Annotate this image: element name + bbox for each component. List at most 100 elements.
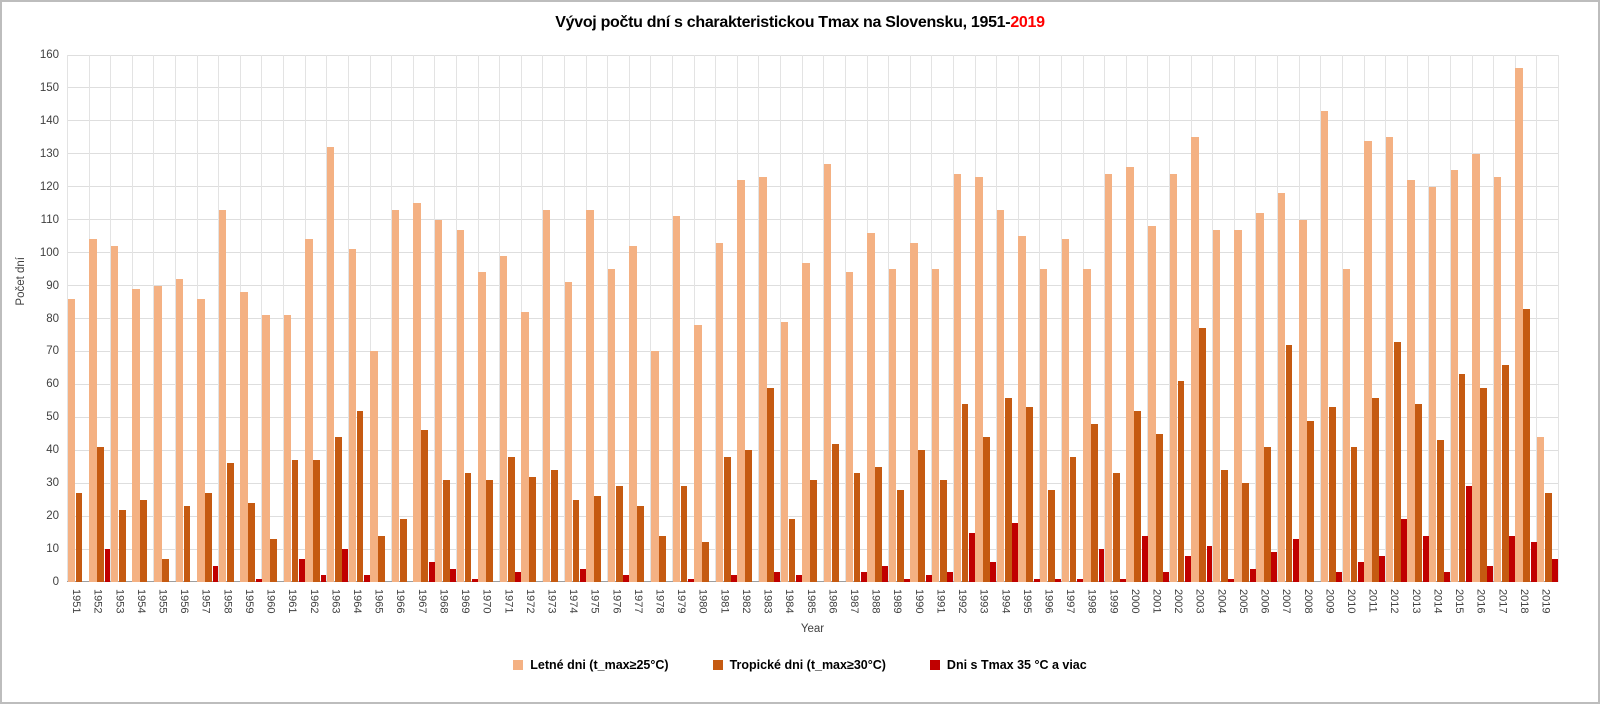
v-gridline-7 <box>218 55 220 582</box>
y-tick-label-80: 80 <box>46 312 59 325</box>
h-gridline-120 <box>67 186 1558 188</box>
v-gridline-31 <box>736 55 738 582</box>
bar-hot35-2005 <box>1249 568 1256 582</box>
bar-summer-2009 <box>1320 110 1329 582</box>
bar-hot35-2017 <box>1509 535 1515 582</box>
v-gridline-28 <box>672 55 674 582</box>
legend-swatch-tropical-icon <box>712 660 723 670</box>
h-gridline-60 <box>67 383 1558 385</box>
bar-tropical-1979 <box>680 486 688 582</box>
v-gridline-57 <box>1298 55 1300 582</box>
bar-summer-1961 <box>283 315 292 582</box>
bar-summer-1960 <box>262 315 270 582</box>
x-tick-label-1962: 1962 <box>307 589 320 614</box>
bar-summer-2017 <box>1493 176 1502 582</box>
bar-hot35-2010 <box>1357 562 1364 582</box>
bar-tropical-2019 <box>1544 493 1552 582</box>
bar-hot35-1999 <box>1120 578 1126 582</box>
y-tick-label-10: 10 <box>46 543 59 556</box>
x-tick-label-2000: 2000 <box>1128 589 1141 614</box>
chart-title: Vývoj počtu dní s charakteristickou Tmax… <box>2 14 1598 32</box>
bar-tropical-1963 <box>334 437 342 582</box>
bar-hot35-1967 <box>428 562 435 582</box>
v-gridline-6 <box>196 55 198 582</box>
bar-hot35-2003 <box>1206 545 1213 582</box>
bar-tropical-2009 <box>1328 407 1336 582</box>
bar-tropical-1989 <box>896 489 904 582</box>
x-tick-label-1997: 1997 <box>1064 589 1077 614</box>
x-tick-label-2019: 2019 <box>1539 589 1552 614</box>
v-gridline-61 <box>1385 55 1387 582</box>
bar-summer-1958 <box>218 209 227 582</box>
bar-summer-1980 <box>694 325 702 582</box>
bar-summer-1986 <box>823 163 832 582</box>
bar-tropical-1977 <box>637 506 645 582</box>
v-gridline-68 <box>1536 55 1538 582</box>
v-gridline-30 <box>715 55 717 582</box>
bar-tropical-1969 <box>464 473 472 582</box>
bar-hot35-1957 <box>212 565 219 582</box>
v-gridline-11 <box>304 55 306 582</box>
v-gridline-22 <box>542 55 544 582</box>
bar-tropical-2013 <box>1415 404 1423 582</box>
legend-label-tropical: Tropické dni (t_max≥30°C) <box>729 658 886 672</box>
x-tick-label-1998: 1998 <box>1085 589 1098 614</box>
bar-tropical-1952 <box>97 446 104 582</box>
bar-tropical-1974 <box>572 499 580 582</box>
y-tick-label-20: 20 <box>46 510 59 523</box>
v-gridline-51 <box>1169 55 1171 582</box>
bar-summer-1982 <box>737 180 745 582</box>
h-gridline-90 <box>67 285 1558 287</box>
v-gridline-44 <box>1017 55 1019 582</box>
bar-tropical-1976 <box>615 486 623 582</box>
y-axis-tick-labels: 0 10 20 30 40 50 60 70 80 90 100 110 120 130 140 150 160 <box>2 49 59 588</box>
x-tick-label-2018: 2018 <box>1517 589 1530 614</box>
x-tick-label-1992: 1992 <box>956 589 969 614</box>
v-gridline-8 <box>239 55 241 582</box>
bar-summer-1967 <box>413 203 421 582</box>
v-gridline-26 <box>628 55 630 582</box>
legend-label-hot35: Dni s Tmax 35 °C a viac <box>946 658 1087 672</box>
x-tick-label-1991: 1991 <box>934 589 947 614</box>
bar-tropical-1996 <box>1047 489 1055 582</box>
legend-swatch-hot35-icon <box>929 660 940 670</box>
bar-summer-1970 <box>478 272 486 582</box>
x-tick-label-1955: 1955 <box>156 589 169 614</box>
bar-tropical-1983 <box>767 387 774 582</box>
bar-hot35-1996 <box>1055 578 1062 582</box>
bar-summer-1987 <box>845 272 853 582</box>
x-tick-label-1971: 1971 <box>502 589 515 614</box>
bar-summer-2015 <box>1450 170 1459 582</box>
bar-tropical-1975 <box>594 496 601 582</box>
legend-label-summer: Letné dni (t_max≥25°C) <box>530 658 669 672</box>
x-tick-label-1990: 1990 <box>912 589 925 614</box>
bar-hot35-1964 <box>363 575 370 582</box>
bar-hot35-1969 <box>471 578 478 582</box>
y-tick-label-120: 120 <box>39 180 59 193</box>
bar-tropical-1987 <box>853 473 861 582</box>
bar-hot35-1989 <box>904 578 910 582</box>
bar-tropical-1964 <box>356 410 364 582</box>
h-gridline-40 <box>67 449 1558 451</box>
x-tick-label-1982: 1982 <box>739 589 752 614</box>
bar-summer-1952 <box>89 239 97 582</box>
bar-tropical-1971 <box>507 456 515 582</box>
bar-tropical-1960 <box>270 539 277 582</box>
h-gridline-150 <box>67 87 1558 89</box>
bar-tropical-1997 <box>1069 456 1077 582</box>
bar-hot35-1992 <box>968 532 975 582</box>
v-gridline-0 <box>67 55 68 582</box>
x-tick-label-2010: 2010 <box>1344 589 1357 614</box>
bar-hot35-2009 <box>1336 572 1343 582</box>
bar-hot35-1984 <box>795 575 802 582</box>
bar-summer-1969 <box>456 229 465 582</box>
v-gridline-5 <box>175 55 177 582</box>
bar-hot35-1988 <box>882 565 889 582</box>
v-gridline-35 <box>823 55 825 582</box>
bar-tropical-1988 <box>875 466 882 582</box>
bar-tropical-1995 <box>1026 407 1034 582</box>
v-gridline-49 <box>1125 55 1127 582</box>
bar-hot35-2019 <box>1552 558 1559 582</box>
bar-tropical-2017 <box>1501 364 1509 582</box>
x-tick-label-1984: 1984 <box>783 589 796 614</box>
